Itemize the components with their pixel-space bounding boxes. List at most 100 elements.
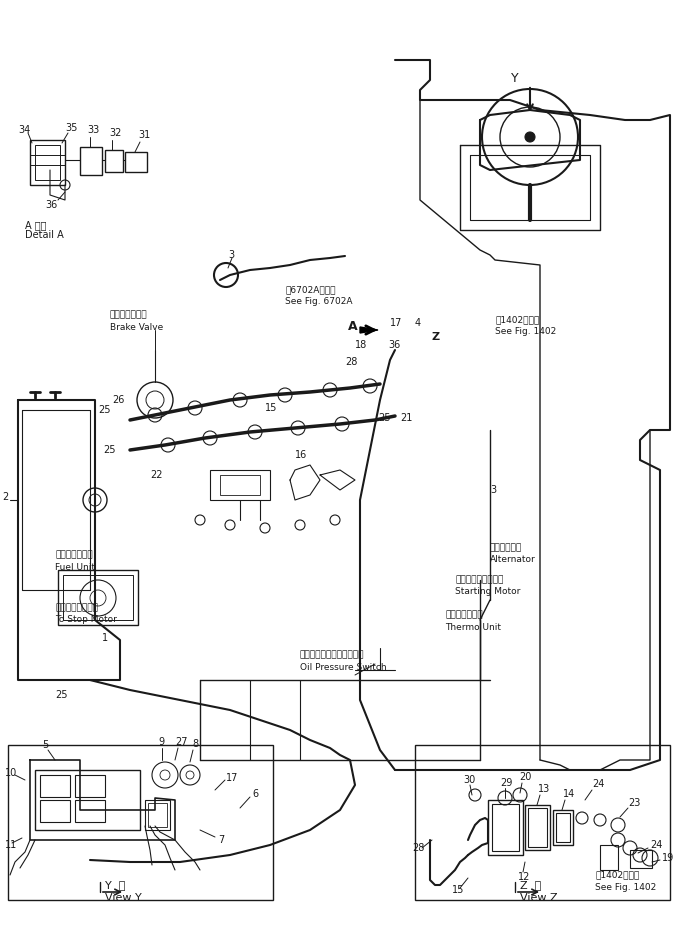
- Text: Y  矢: Y 矢: [105, 880, 126, 890]
- Text: Alternator: Alternator: [490, 555, 535, 564]
- Bar: [220, 475, 260, 495]
- Text: 15: 15: [265, 403, 277, 413]
- Bar: [80, 147, 102, 175]
- Text: 13: 13: [538, 784, 550, 794]
- Text: Thermo Unit: Thermo Unit: [445, 622, 501, 632]
- Text: 23: 23: [628, 798, 641, 808]
- Polygon shape: [360, 327, 378, 333]
- Text: 32: 32: [109, 128, 122, 138]
- Text: オイルプレッシャスイッチ: オイルプレッシャスイッチ: [300, 650, 365, 660]
- Text: Z: Z: [432, 332, 440, 342]
- Text: 10: 10: [5, 768, 17, 778]
- Text: 第1402図参照: 第1402図参照: [495, 315, 540, 325]
- Text: 27: 27: [175, 737, 188, 747]
- Text: To Stop Motor: To Stop Motor: [55, 616, 117, 624]
- Text: Brake Valve: Brake Valve: [110, 324, 163, 332]
- Bar: [488, 800, 523, 855]
- Text: 29: 29: [500, 778, 512, 788]
- Bar: [58, 570, 138, 625]
- Bar: [105, 150, 123, 172]
- Text: 28: 28: [345, 357, 357, 367]
- Text: View Z: View Z: [520, 893, 557, 903]
- Bar: [145, 800, 170, 830]
- Bar: [75, 800, 105, 822]
- Text: サーモユニット: サーモユニット: [445, 610, 483, 620]
- Text: 1: 1: [102, 633, 108, 643]
- Text: A: A: [348, 321, 358, 333]
- Text: 25: 25: [55, 690, 68, 700]
- Text: 28: 28: [412, 843, 424, 853]
- Text: フェルユニット: フェルユニット: [55, 550, 93, 560]
- Text: Z  矢: Z 矢: [520, 880, 541, 890]
- Bar: [528, 808, 547, 847]
- Text: 5: 5: [42, 740, 48, 750]
- Bar: [40, 800, 70, 822]
- Bar: [63, 575, 133, 620]
- Bar: [75, 775, 105, 797]
- Bar: [525, 805, 550, 850]
- Text: 34: 34: [18, 125, 30, 135]
- Text: 26: 26: [112, 395, 124, 405]
- Text: オルタネータ: オルタネータ: [490, 544, 522, 552]
- Bar: [600, 845, 618, 870]
- Text: Fuel Unit: Fuel Unit: [55, 563, 95, 572]
- Text: 3: 3: [228, 250, 234, 260]
- Bar: [148, 803, 167, 827]
- Text: 12: 12: [518, 872, 531, 882]
- Bar: [556, 813, 570, 842]
- Text: 7: 7: [218, 835, 224, 845]
- Text: 24: 24: [592, 779, 604, 789]
- Text: 22: 22: [150, 470, 163, 480]
- Text: 18: 18: [355, 340, 367, 350]
- Text: 36: 36: [388, 340, 400, 350]
- Text: A 詳細: A 詳細: [25, 220, 46, 230]
- Text: See Fig. 6702A: See Fig. 6702A: [285, 298, 352, 307]
- Text: 36: 36: [45, 200, 57, 210]
- Text: 9: 9: [158, 737, 164, 747]
- Bar: [492, 804, 519, 851]
- Text: See Fig. 1402: See Fig. 1402: [495, 327, 556, 337]
- Text: 第6702A図参照: 第6702A図参照: [285, 285, 335, 295]
- Text: 33: 33: [87, 125, 99, 135]
- Text: ストップモータへ: ストップモータへ: [55, 604, 98, 612]
- Text: ブレーキバルブ: ブレーキバルブ: [110, 311, 148, 319]
- Bar: [415, 745, 670, 900]
- Text: 11: 11: [5, 840, 17, 850]
- Text: View Y: View Y: [105, 893, 142, 903]
- Text: 19: 19: [662, 853, 674, 863]
- Text: 3: 3: [490, 485, 496, 495]
- Text: Y: Y: [511, 72, 519, 85]
- Text: 15: 15: [452, 885, 464, 895]
- Bar: [630, 850, 652, 868]
- Text: 25: 25: [103, 445, 115, 455]
- Bar: [40, 775, 70, 797]
- Text: 14: 14: [563, 789, 575, 799]
- Bar: [125, 152, 147, 172]
- Bar: [8, 745, 273, 900]
- Text: 16: 16: [295, 450, 307, 460]
- Text: 4: 4: [415, 318, 421, 328]
- Text: スタータングモータ: スタータングモータ: [455, 576, 503, 584]
- Bar: [35, 145, 60, 180]
- Text: 24: 24: [650, 840, 663, 850]
- Text: Starting Motor: Starting Motor: [455, 588, 520, 596]
- Text: See Fig. 1402: See Fig. 1402: [595, 883, 656, 892]
- Text: Oil Pressure Switch: Oil Pressure Switch: [300, 662, 387, 672]
- Text: 25: 25: [98, 405, 111, 415]
- Text: 21: 21: [400, 413, 413, 423]
- Text: 8: 8: [192, 739, 198, 749]
- Text: 第1402図参照: 第1402図参照: [595, 870, 639, 880]
- Text: 17: 17: [226, 773, 238, 783]
- Bar: [210, 470, 270, 500]
- Bar: [30, 140, 65, 185]
- Text: 2: 2: [2, 492, 8, 502]
- Text: 17: 17: [390, 318, 402, 328]
- Text: 20: 20: [519, 772, 531, 782]
- Text: 25: 25: [378, 413, 391, 423]
- Text: 6: 6: [252, 789, 258, 799]
- Text: Detail A: Detail A: [25, 230, 64, 240]
- Bar: [553, 810, 573, 845]
- Text: 31: 31: [138, 130, 150, 140]
- Text: 30: 30: [463, 775, 475, 785]
- Circle shape: [525, 132, 535, 142]
